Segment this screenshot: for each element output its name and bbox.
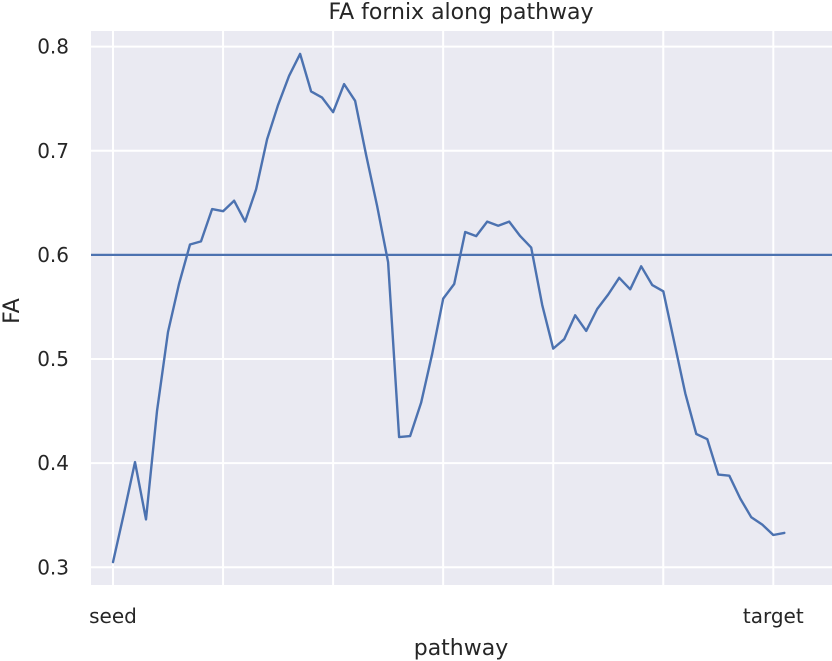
x-axis-label: pathway (414, 636, 509, 661)
y-axis-label: FA (0, 298, 25, 324)
y-tick-label: 0.4 (37, 451, 69, 475)
series-line (111, 52, 786, 564)
y-tick-labels: 0.3 0.4 0.5 0.6 0.7 0.8 (37, 35, 69, 580)
y-tick-label: 0.3 (37, 555, 69, 579)
x-tick-labels: seed target (89, 604, 804, 628)
y-tick-label: 0.7 (37, 139, 69, 163)
x-tick-label: target (743, 604, 804, 628)
y-tick-label: 0.6 (37, 243, 69, 267)
plot-background (91, 31, 832, 585)
gridlines (91, 31, 832, 585)
y-tick-label: 0.8 (37, 35, 69, 59)
x-tick-label: seed (89, 604, 137, 628)
chart-title: FA fornix along pathway (328, 0, 593, 25)
y-tick-label: 0.5 (37, 347, 69, 371)
